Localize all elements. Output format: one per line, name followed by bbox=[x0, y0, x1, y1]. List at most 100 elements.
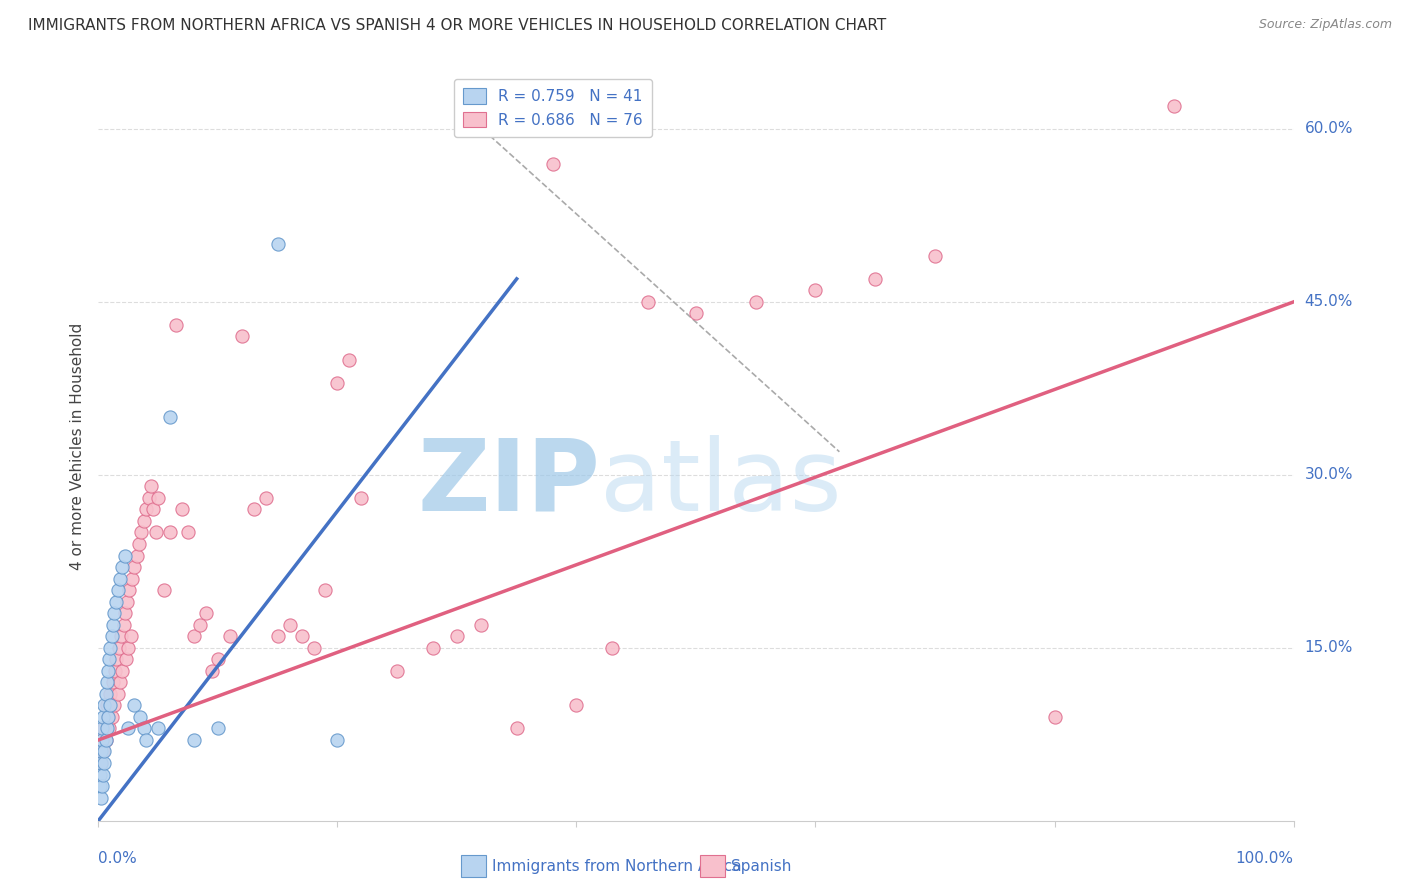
Point bbox=[94, 733, 117, 747]
Point bbox=[90, 756, 112, 770]
Point bbox=[541, 156, 564, 170]
Point bbox=[135, 502, 157, 516]
Point bbox=[114, 606, 136, 620]
Point bbox=[111, 560, 134, 574]
Text: 15.0%: 15.0% bbox=[1305, 640, 1353, 656]
Point bbox=[96, 698, 118, 713]
Text: atlas: atlas bbox=[600, 435, 842, 532]
Text: IMMIGRANTS FROM NORTHERN AFRICA VS SPANISH 4 OR MORE VEHICLES IN HOUSEHOLD CORRE: IMMIGRANTS FROM NORTHERN AFRICA VS SPANI… bbox=[28, 18, 886, 33]
Point bbox=[385, 664, 409, 678]
Point bbox=[278, 617, 301, 632]
Point bbox=[104, 664, 127, 678]
Point bbox=[100, 629, 122, 643]
Point bbox=[148, 491, 170, 505]
Point bbox=[132, 514, 155, 528]
Text: 60.0%: 60.0% bbox=[1305, 121, 1353, 136]
Point bbox=[600, 640, 623, 655]
Point bbox=[93, 756, 115, 770]
Legend: R = 0.759   N = 41, R = 0.686   N = 76: R = 0.759 N = 41, R = 0.686 N = 76 bbox=[454, 79, 651, 137]
Point bbox=[231, 329, 253, 343]
Point bbox=[98, 687, 122, 701]
Point bbox=[172, 502, 194, 516]
Text: 45.0%: 45.0% bbox=[1305, 294, 1353, 310]
Point bbox=[138, 491, 160, 505]
Point bbox=[110, 629, 132, 643]
Point bbox=[94, 733, 117, 747]
Point bbox=[194, 606, 217, 620]
Point bbox=[98, 698, 122, 713]
Point bbox=[207, 722, 229, 736]
Point bbox=[153, 583, 176, 598]
Point bbox=[745, 294, 768, 309]
Point bbox=[103, 698, 125, 713]
Point bbox=[326, 733, 349, 747]
Point bbox=[107, 583, 129, 598]
Point bbox=[243, 502, 266, 516]
Point bbox=[105, 594, 128, 608]
Point bbox=[422, 640, 444, 655]
Y-axis label: 4 or more Vehicles in Household: 4 or more Vehicles in Household bbox=[69, 322, 84, 570]
Point bbox=[93, 722, 115, 736]
Point bbox=[93, 698, 115, 713]
Point bbox=[177, 525, 200, 540]
Point bbox=[103, 606, 125, 620]
Point bbox=[108, 572, 131, 586]
Point bbox=[132, 722, 155, 736]
Point bbox=[90, 790, 112, 805]
Point bbox=[91, 722, 114, 736]
Point bbox=[188, 617, 211, 632]
Point bbox=[114, 549, 136, 563]
Point bbox=[302, 640, 325, 655]
Point bbox=[91, 710, 114, 724]
Point bbox=[446, 629, 468, 643]
Point bbox=[125, 549, 148, 563]
Point bbox=[506, 722, 529, 736]
Point bbox=[91, 779, 114, 793]
Point bbox=[145, 525, 167, 540]
Text: Source: ZipAtlas.com: Source: ZipAtlas.com bbox=[1258, 18, 1392, 31]
Point bbox=[91, 733, 114, 747]
Point bbox=[124, 698, 146, 713]
Point bbox=[254, 491, 277, 505]
Point bbox=[267, 237, 290, 252]
Point bbox=[107, 687, 129, 701]
Point bbox=[1163, 99, 1185, 113]
Text: 0.0%: 0.0% bbox=[98, 851, 138, 866]
Point bbox=[90, 756, 112, 770]
Point bbox=[115, 594, 138, 608]
Point bbox=[91, 767, 114, 781]
Point bbox=[97, 710, 120, 724]
Point bbox=[98, 722, 121, 736]
Point bbox=[159, 525, 181, 540]
Text: Immigrants from Northern Africa: Immigrants from Northern Africa bbox=[492, 859, 742, 873]
Point bbox=[115, 652, 138, 666]
Point bbox=[350, 491, 373, 505]
Point bbox=[326, 376, 349, 390]
Point bbox=[129, 710, 152, 724]
Point bbox=[97, 710, 120, 724]
Text: 100.0%: 100.0% bbox=[1236, 851, 1294, 866]
Point bbox=[135, 733, 157, 747]
Point bbox=[159, 410, 181, 425]
Point bbox=[98, 652, 121, 666]
Point bbox=[183, 629, 205, 643]
Point bbox=[267, 629, 290, 643]
Point bbox=[804, 284, 827, 298]
Point bbox=[98, 640, 122, 655]
Point bbox=[863, 272, 886, 286]
Point bbox=[1043, 710, 1066, 724]
Point bbox=[685, 306, 707, 320]
Point bbox=[470, 617, 492, 632]
Point bbox=[89, 779, 111, 793]
Point bbox=[93, 744, 115, 758]
Point bbox=[105, 652, 128, 666]
Point bbox=[96, 722, 118, 736]
Point bbox=[91, 733, 114, 747]
Point bbox=[97, 664, 120, 678]
Point bbox=[183, 733, 205, 747]
Point bbox=[107, 640, 129, 655]
Point bbox=[165, 318, 187, 332]
Point bbox=[121, 572, 143, 586]
Point bbox=[100, 710, 122, 724]
Point bbox=[117, 722, 139, 736]
